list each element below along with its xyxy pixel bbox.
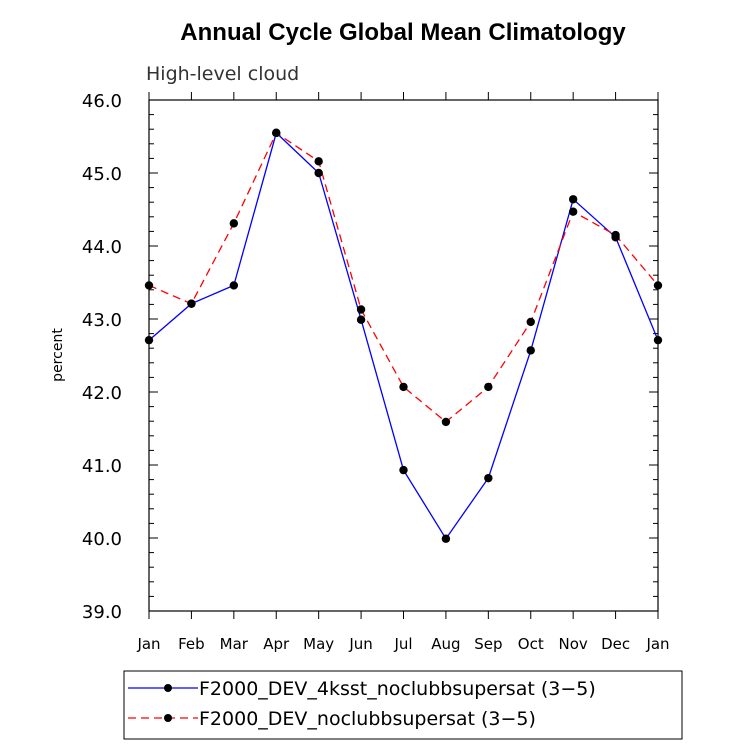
series-2-point <box>484 382 493 392</box>
legend-marker-series-2 <box>164 714 172 722</box>
series-1-point <box>229 281 239 290</box>
y-tick-label: 40.0 <box>82 529 122 550</box>
x-tick-label: Jul <box>393 635 412 653</box>
series-1-point <box>484 473 493 483</box>
y-tick-label: 44.0 <box>82 237 122 258</box>
series-2-point <box>611 230 620 240</box>
series-2-point <box>653 281 663 290</box>
x-tick-label: Jan <box>645 635 669 653</box>
x-tick-label: Feb <box>178 635 205 653</box>
x-tick-label: May <box>303 635 334 653</box>
series-2-point <box>441 417 451 427</box>
series-line-2 <box>148 131 659 423</box>
series-1-point <box>399 465 408 475</box>
chart-title: Annual Cycle Global Mean Climatology <box>180 19 626 46</box>
series-2-point <box>187 299 196 308</box>
series-1-point <box>356 315 366 324</box>
x-tick-label: Dec <box>601 635 630 653</box>
x-tick-label: Jan <box>136 635 160 653</box>
legend-label-series-2: F2000_DEV_noclubbsupersat (3−5) <box>199 708 536 730</box>
series-lines <box>148 131 659 540</box>
series-2-point <box>144 281 154 290</box>
series-2-point <box>356 305 366 314</box>
series-2-point <box>314 157 323 166</box>
x-tick-label: Jun <box>348 635 372 653</box>
y-tick-labels: 39.0 40.0 41.0 42.0 43.0 44.0 45.0 46.0 <box>82 91 122 623</box>
series-2-point <box>229 219 239 228</box>
axis-ticks <box>148 92 659 619</box>
series-2-point <box>399 382 408 392</box>
x-tick-label: Apr <box>263 635 290 653</box>
y-tick-label: 41.0 <box>82 456 122 477</box>
legend: F2000_DEV_4ksst_noclubbsupersat (3−5) F2… <box>123 670 683 740</box>
x-tick-labels: Jan Feb Mar Apr May Jun Jul Aug Sep Oct Nov Dec Jan <box>136 635 669 653</box>
x-tick-label: Aug <box>431 635 460 653</box>
y-tick-label: 42.0 <box>82 383 122 404</box>
y-tick-label: 45.0 <box>82 164 122 185</box>
x-tick-label: Nov <box>559 635 588 653</box>
y-axis-label: percent <box>50 328 66 382</box>
plot-frame <box>148 99 659 612</box>
x-tick-label: Oct <box>518 635 544 653</box>
legend-marker-series-1 <box>164 684 172 692</box>
series-line-1 <box>148 131 659 540</box>
series-1-point <box>568 195 578 204</box>
series-1-point <box>526 346 535 355</box>
y-tick-label: 39.0 <box>82 602 122 623</box>
x-tick-label: Mar <box>220 635 249 653</box>
series-2-point <box>272 128 281 138</box>
series-2-point <box>526 317 535 327</box>
series-1-point <box>144 335 154 345</box>
x-tick-label: Sep <box>474 635 502 653</box>
y-tick-label: 43.0 <box>82 310 122 331</box>
legend-box <box>123 670 683 740</box>
y-tick-label: 46.0 <box>82 91 122 112</box>
series-1-point <box>653 335 663 345</box>
series-1-point <box>314 168 323 178</box>
legend-label-series-1: F2000_DEV_4ksst_noclubbsupersat (3−5) <box>199 678 596 700</box>
series-2-point <box>568 207 578 216</box>
series-points <box>144 128 663 543</box>
chart-subtitle: High-level cloud <box>146 63 299 85</box>
series-1-point <box>441 534 451 543</box>
